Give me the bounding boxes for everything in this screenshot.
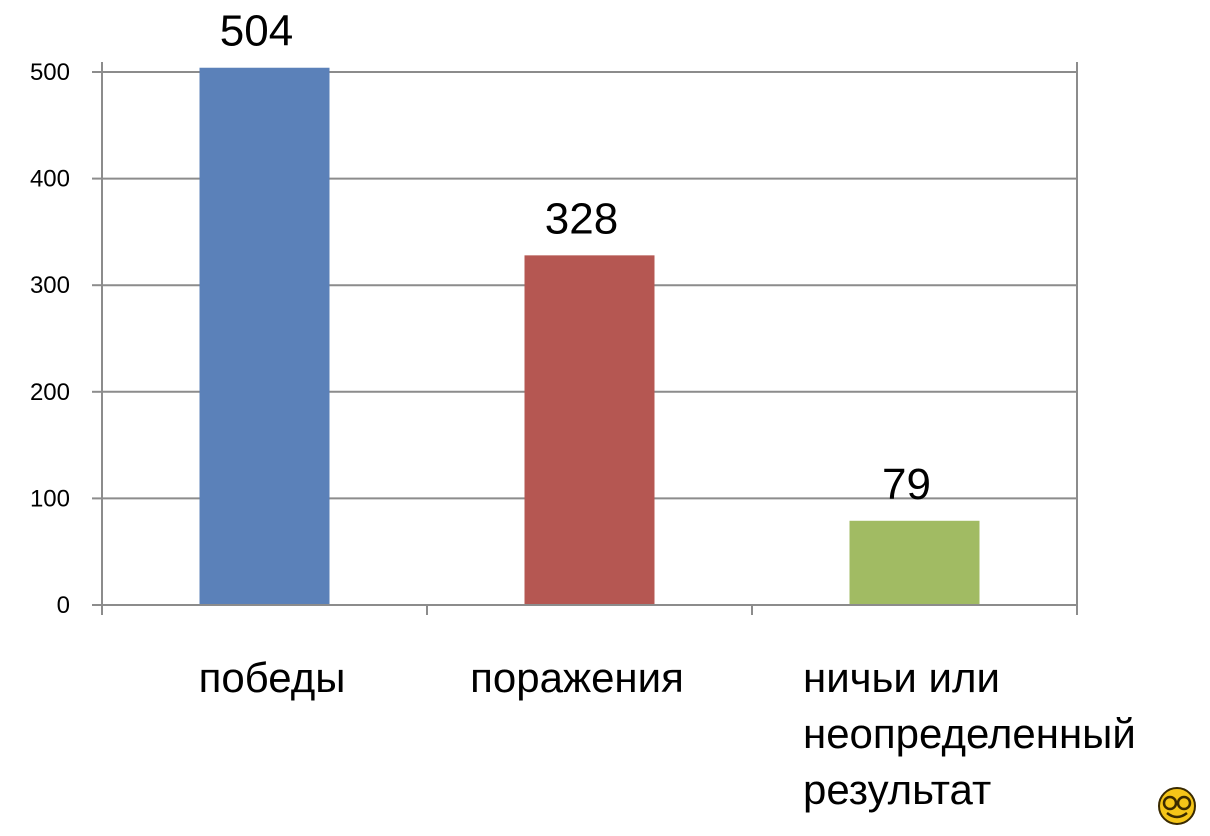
data-label: 504 xyxy=(220,7,293,56)
bar xyxy=(524,255,655,606)
y-tick-label: 200 xyxy=(30,379,70,406)
y-tick-label: 0 xyxy=(57,592,70,619)
smiley-logo-icon xyxy=(1158,787,1196,825)
y-tick-label: 400 xyxy=(30,166,70,193)
axes xyxy=(92,62,1078,615)
bar xyxy=(849,520,980,605)
category-label: поражения xyxy=(470,654,684,701)
data-label: 328 xyxy=(545,194,618,243)
bars xyxy=(199,67,980,606)
data-label: 79 xyxy=(882,460,931,509)
category-label: победы xyxy=(199,654,346,701)
category-labels: победы поражения ничьи или неопределенный ре… xyxy=(199,654,1136,813)
y-tick-label: 500 xyxy=(30,59,70,86)
category-label: ничьи или неопределенный результат xyxy=(803,654,1136,813)
y-tick-labels: 0 100 200 300 400 500 xyxy=(30,59,70,619)
y-tick-label: 300 xyxy=(30,272,70,299)
y-tick-label: 100 xyxy=(30,485,70,512)
bar xyxy=(199,67,330,605)
data-labels: 504 328 79 xyxy=(220,7,931,509)
